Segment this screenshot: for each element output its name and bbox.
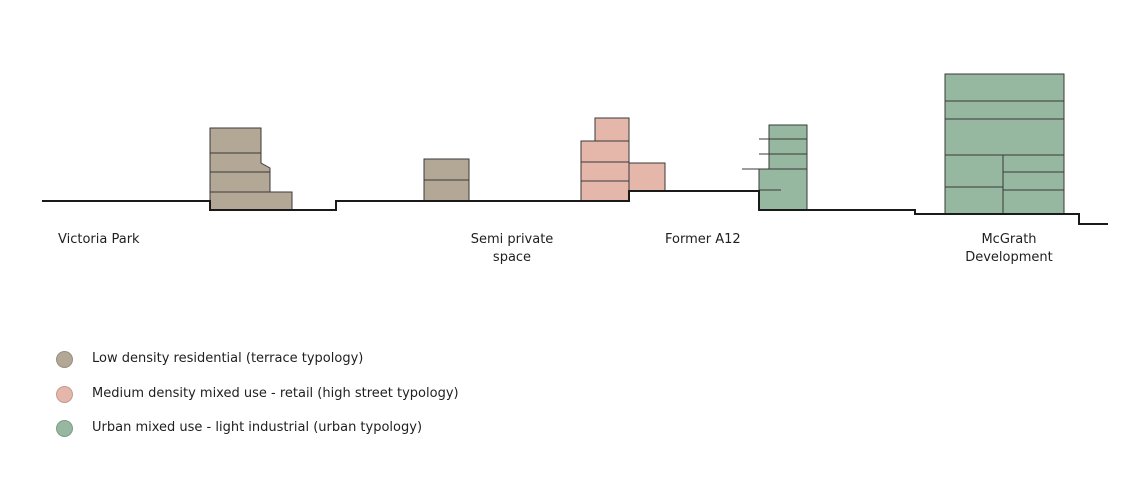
legend-swatch-urban-mixed-use: [56, 419, 73, 437]
high-street-tower-body: [580, 140, 630, 202]
label-victoria-park: Victoria Park: [58, 231, 140, 249]
legend-swatch-low-density: [56, 350, 73, 368]
label-mcgrath-development: McGrath Development: [954, 231, 1064, 267]
legend-label-urban-mixed-use: Urban mixed use - light industrial (urba…: [92, 420, 423, 435]
urban-building-narrow: [742, 124, 808, 211]
legend-label-low-density: Low density residential (terrace typolog…: [92, 351, 364, 366]
street-section-drawing: [42, 73, 1108, 225]
label-mcgrath-line1: McGrath: [981, 232, 1037, 247]
label-semi-private-line1: Semi private: [470, 232, 554, 247]
urban-building-large: [944, 73, 1065, 215]
label-former-a12-text: Former A12: [665, 232, 741, 247]
label-former-a12: Former A12: [665, 231, 741, 249]
legend-item-medium-density: Medium density mixed use - retail (high …: [56, 383, 459, 405]
legend-item-urban-mixed-use: Urban mixed use - light industrial (urba…: [56, 417, 422, 439]
terrace-building-left: [209, 127, 293, 211]
label-mcgrath-line2: Development: [965, 250, 1053, 265]
terrace-building-left-mass: [209, 127, 293, 211]
high-street-annex: [628, 162, 666, 192]
legend-item-low-density: Low density residential (terrace typolog…: [56, 348, 363, 370]
urban-building-large-mass: [944, 73, 1065, 215]
legend-label-medium-density: Medium density mixed use - retail (high …: [92, 386, 459, 401]
label-semi-private-space: Semi private space: [462, 231, 562, 267]
urban-building-narrow-upper: [768, 124, 808, 170]
ground-line: [42, 190, 1108, 225]
high-street-tower-top: [594, 117, 630, 142]
label-semi-private-line2: space: [492, 250, 532, 265]
high-street-building: [580, 117, 666, 202]
label-victoria-park-text: Victoria Park: [58, 232, 140, 247]
terrace-building-middle: [423, 158, 470, 202]
legend-swatch-medium-density: [56, 385, 73, 403]
